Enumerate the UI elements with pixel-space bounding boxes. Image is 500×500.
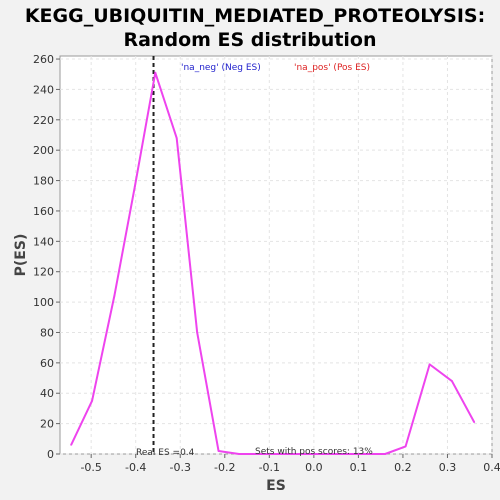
y-tick-label: 260 [33,53,54,66]
y-tick-label: 80 [40,326,54,339]
data-point [175,137,178,139]
y-tick-label: 180 [33,175,54,188]
y-axis: 0 20 40 60 80 100 120 140 160 180 200 220 240 260 [33,53,60,461]
x-tick-label: 0.1 [350,461,368,474]
y-tick-label: 120 [33,266,54,279]
y-tick-label: 220 [33,114,54,127]
y-tick-label: 20 [40,418,54,431]
data-point [301,453,304,455]
real-es-label: Real ES =0.4 [136,448,195,458]
data-point [70,443,73,446]
x-axis-label: ES [266,478,286,494]
chart-title-line1: KEGG_UBIQUITIN_MEDIATED_PROTEOLYSIS: [25,5,485,27]
plot-area [59,55,493,455]
grid [60,56,493,455]
y-tick-label: 0 [47,448,54,461]
x-tick-label: -0.4 [125,461,146,474]
series-line [70,71,476,455]
data-point [321,453,324,455]
y-tick-label: 200 [33,144,54,157]
x-tick-label: -0.5 [80,461,101,474]
data-point [113,295,116,297]
x-tick-label: -0.3 [170,461,191,474]
data-point [279,453,282,455]
x-tick-label: -0.2 [214,461,235,474]
data-point [404,445,407,448]
x-tick-label: 0.0 [305,461,323,474]
data-point [238,453,240,455]
data-point [384,453,387,455]
data-point [428,363,431,366]
data-point [451,380,453,382]
x-tick-label: 0.3 [439,461,457,474]
data-point [342,453,345,455]
y-tick-label: 100 [33,296,54,309]
legend-pos: 'na_pos' (Pos ES) [294,63,370,73]
data-point [91,399,93,402]
y-tick-label: 140 [33,235,54,248]
data-point [196,331,199,334]
y-tick-label: 40 [40,387,54,400]
series-group [70,71,476,455]
data-point [154,71,157,74]
data-point [217,450,220,452]
data-point [133,185,136,188]
x-tick-label: 0.2 [394,461,412,474]
data-point [473,421,476,423]
x-axis: -0.5 -0.4 -0.3 -0.2 -0.1 0.0 0.1 0.2 0.3 0.4 [80,454,500,474]
x-tick-label: 0.4 [483,461,500,474]
y-axis-label: P(ES) [13,234,29,277]
y-tick-label: 160 [33,205,54,218]
chart-title-line2: Random ES distribution [123,29,376,51]
y-tick-label: 240 [33,83,54,96]
pos-scores-label: Sets with pos scores: 13% [255,447,373,457]
x-tick-label: -0.1 [259,461,280,474]
data-point [363,453,366,455]
legend-neg: 'na_neg' (Neg ES) [181,63,261,73]
data-point [259,453,262,455]
y-tick-label: 60 [40,357,54,370]
